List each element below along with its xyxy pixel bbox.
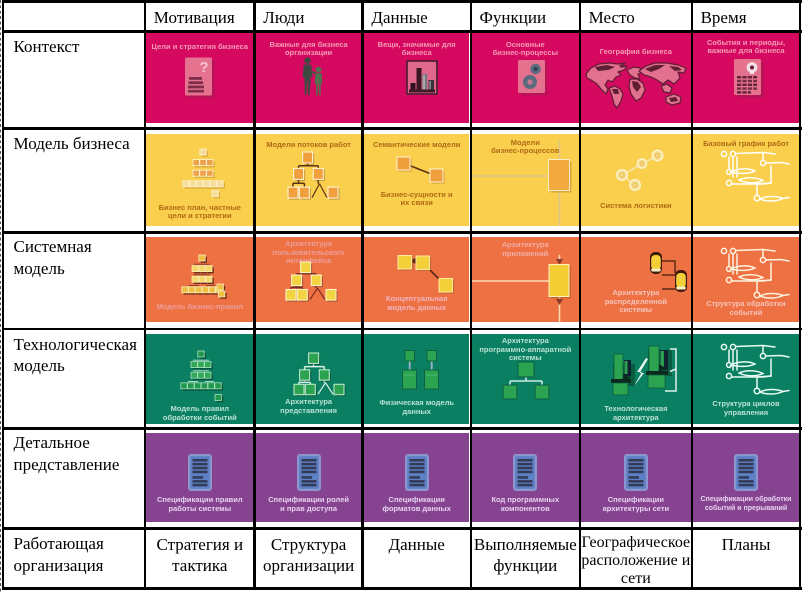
svg-text:?: ? [200, 59, 209, 76]
